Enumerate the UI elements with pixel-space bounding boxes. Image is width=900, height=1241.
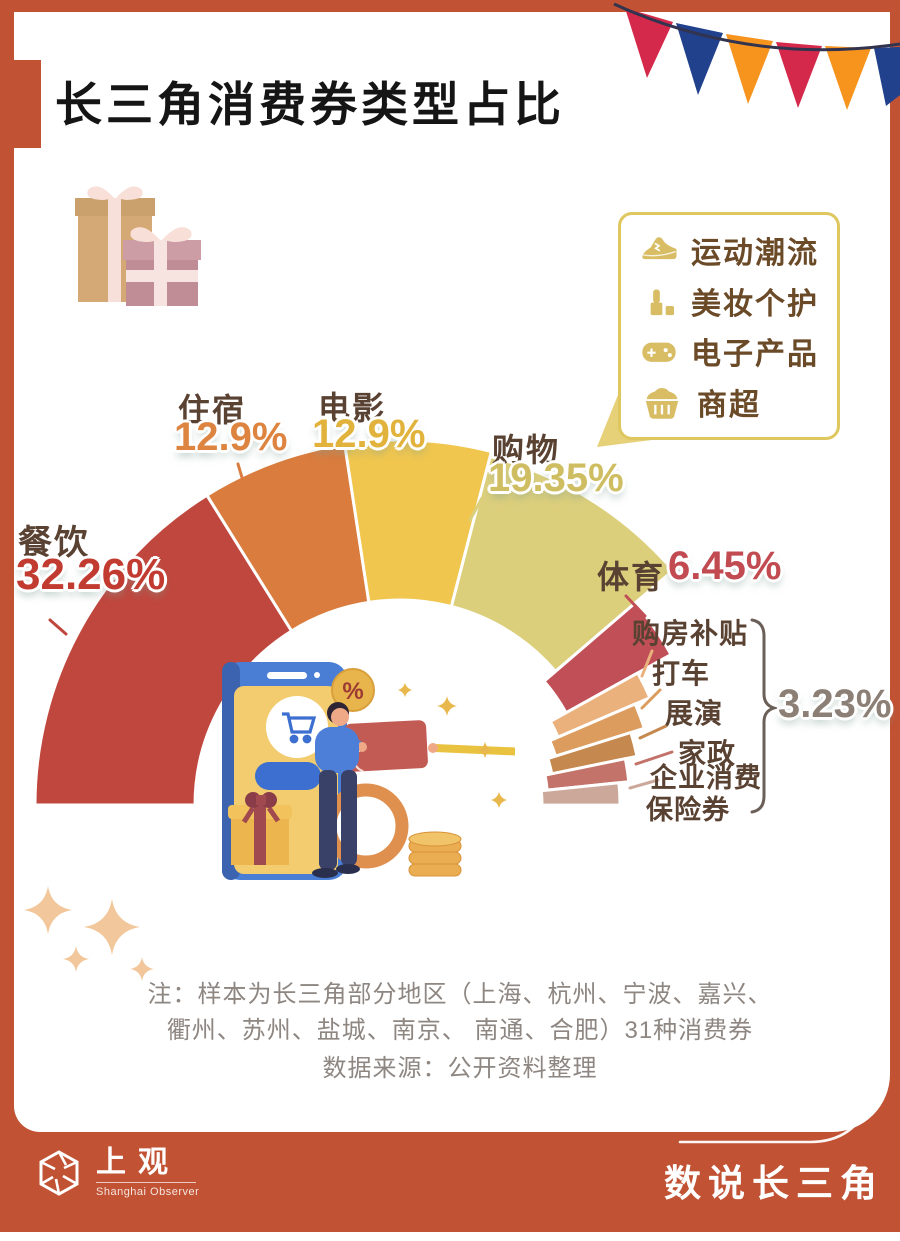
sparkle-icon	[84, 899, 140, 955]
label-movie: 电影	[318, 390, 387, 426]
label-sports: 体育	[597, 559, 666, 595]
man-figure	[312, 702, 367, 878]
logo-en-text: Shanghai Observer	[96, 1186, 200, 1198]
legend-item-sports-trend: 运动潮流	[639, 228, 819, 272]
value-lodging: 12.9%	[174, 415, 288, 459]
pennant-banner-icon	[613, 2, 900, 110]
gauge-segment-1	[33, 493, 294, 807]
sneaker-icon	[642, 237, 677, 260]
label-dining: 餐饮	[18, 524, 90, 562]
publisher-logo: 上观 Shanghai Observer	[36, 1148, 199, 1198]
value-dining: 32.26%	[16, 550, 166, 599]
aperture-logo-icon	[39, 1150, 79, 1196]
leader-line-1	[48, 618, 68, 636]
leader-line-5	[624, 594, 647, 618]
legend-item-electronics: 电子产品	[639, 329, 819, 373]
leader-line-7	[640, 688, 662, 710]
label-housekeeping: 家政	[678, 738, 737, 769]
logo-cn-text: 上观	[96, 1146, 180, 1179]
legend-label: 运动潮流	[691, 237, 819, 271]
label-housing-subsidy: 购房补贴	[632, 618, 749, 649]
cart-icon	[282, 712, 317, 744]
leader-line-2	[236, 462, 250, 500]
coin-ring-icon	[323, 783, 409, 869]
sparkles-icon	[24, 886, 154, 981]
label-enterprise-insurance-line2: 保险券	[646, 795, 730, 825]
label-shopping: 购物	[492, 432, 561, 468]
legend-label: 电子产品	[691, 338, 819, 372]
legend-label: 美妆个护	[691, 287, 819, 321]
value-group-3-23: 3.23%	[778, 682, 892, 726]
sparkle-icon	[130, 957, 154, 981]
legend-label: 商超	[697, 388, 761, 422]
title-accent-block	[14, 60, 41, 148]
label-enterprise-insurance-line1: 企业消费	[650, 763, 762, 793]
lipstick-icon	[650, 289, 674, 315]
mini-sparkles-icon	[398, 683, 507, 808]
leader-line-6	[640, 649, 654, 678]
gauge-segment-3	[343, 438, 493, 608]
percent-badge-label: %	[342, 678, 363, 705]
cart-circle	[266, 696, 328, 758]
sparkle-icon	[398, 683, 412, 697]
note-line2: 衢州、苏州、盐城、南京、 南通、合肥）31种消费券	[166, 1017, 754, 1044]
leader-line-3	[366, 444, 375, 486]
note-line1: 注：样本为长三角部分地区（上海、杭州、宁波、嘉兴、	[147, 981, 773, 1008]
gift-boxes-icon	[75, 186, 201, 306]
legend-item-supermarket: 商超	[639, 380, 819, 424]
leader-line-10	[628, 778, 660, 790]
sparkle-icon	[437, 696, 457, 716]
value-sports: 6.45%	[668, 544, 782, 588]
legend-item-beauty: 美妆个护	[639, 279, 819, 323]
footer-corner-line	[678, 1083, 878, 1144]
value-shopping: 19.35%	[488, 456, 624, 500]
logo-divider	[96, 1182, 196, 1183]
sparkle-icon	[63, 946, 89, 972]
basket-icon	[645, 387, 679, 419]
sparkle-icon	[24, 886, 72, 934]
coin-stack-icon	[408, 831, 462, 877]
gauge-segment-10	[539, 781, 622, 807]
leader-line-4	[468, 496, 484, 522]
leader-line-8	[638, 724, 668, 740]
label-lodging: 住宿	[178, 392, 247, 428]
percent-badge-icon	[331, 668, 375, 712]
sparkle-icon	[477, 742, 493, 758]
value-movie: 12.9%	[312, 412, 426, 456]
note-source: 数据来源：公开资料整理	[322, 1055, 598, 1082]
label-exhibition: 展演	[665, 698, 724, 729]
label-taxi: 打车	[652, 658, 711, 689]
gift-box-icon	[228, 792, 292, 865]
group-brace	[750, 618, 780, 814]
leader-line-9	[634, 750, 674, 766]
page-title: 长三角消费券类型占比	[55, 78, 565, 131]
gamepad-icon	[642, 342, 676, 363]
footer-series-title: 数说长三角	[664, 1164, 884, 1205]
center-illustration: %	[222, 662, 515, 880]
sparkle-icon	[491, 792, 507, 808]
legend-box: 运动潮流 美妆个护 电子产品	[618, 212, 840, 440]
